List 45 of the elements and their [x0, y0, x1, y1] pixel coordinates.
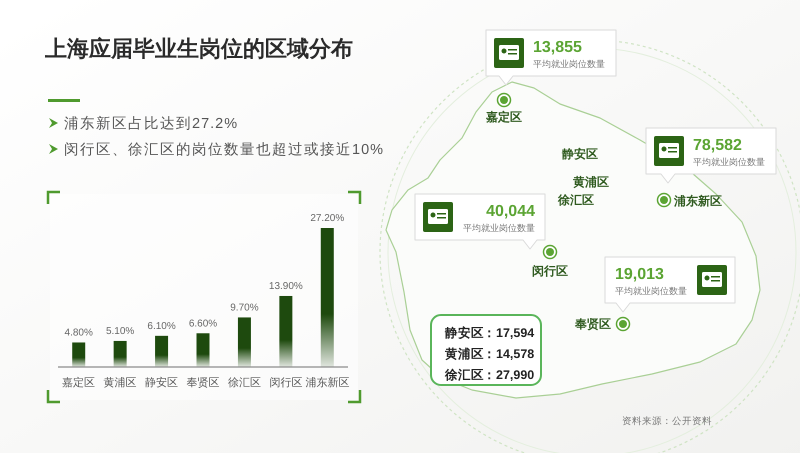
- bar: [114, 340, 127, 367]
- text: 平均就业岗位数量: [615, 286, 687, 296]
- category-label: 奉贤区: [574, 317, 611, 331]
- x-tick-label: 静安区: [145, 376, 178, 389]
- data-label: 9.70%: [230, 302, 259, 314]
- text: 静安区: [561, 147, 598, 161]
- text: 闵行区、徐汇区的岗位数量也超过或接近10%: [64, 141, 384, 158]
- data-label: ：17,594: [483, 326, 534, 340]
- chart-title: 上海应届毕业生岗位的区域分布: [44, 36, 353, 61]
- text: 平均就业岗位数量: [463, 223, 535, 233]
- category-label: 静安区: [444, 325, 484, 340]
- data-label: 78,582: [693, 137, 742, 154]
- x-tick-label: 奉贤区: [186, 377, 220, 389]
- data-label: ：14,578: [483, 347, 534, 361]
- bar: [155, 336, 168, 367]
- text: 资料来源：公开资料: [622, 415, 712, 427]
- bar: [72, 342, 86, 367]
- text: 浦东新区占比达到27.2%: [64, 115, 238, 132]
- category-label: 黄浦区: [444, 347, 484, 361]
- text: 平均就业岗位数量: [533, 59, 605, 69]
- text: 黄浦区: [572, 175, 609, 189]
- data-label: 40,044: [486, 203, 536, 220]
- category-label: 浦东新区: [673, 194, 722, 208]
- bar: [196, 333, 210, 367]
- data-label: 6.60%: [188, 318, 218, 330]
- data-label: 13.90%: [268, 280, 303, 292]
- bar: [238, 317, 251, 367]
- x-tick-label: 黄浦区: [104, 376, 137, 389]
- x-tick-label: 徐汇区: [228, 377, 261, 389]
- bar: [279, 296, 292, 367]
- category-label: 闵行区: [532, 264, 568, 278]
- text: 徐汇区: [557, 193, 594, 207]
- x-tick-label: 浦东新区: [305, 376, 350, 389]
- data-label: 13,855: [533, 39, 582, 56]
- data-label: 6.10%: [147, 320, 176, 332]
- data-label: 19,013: [615, 266, 664, 283]
- data-label: 5.10%: [106, 326, 134, 337]
- x-tick-label: 嘉定区: [62, 376, 96, 389]
- bar: [320, 228, 334, 367]
- data-label: 27.20%: [310, 213, 344, 224]
- text: 平均就业岗位数量: [693, 157, 765, 167]
- data-label: 4.80%: [64, 327, 93, 338]
- category-label: 嘉定区: [486, 110, 522, 124]
- x-tick-label: 闵行区: [269, 377, 302, 389]
- data-label: ：27,990: [483, 368, 534, 382]
